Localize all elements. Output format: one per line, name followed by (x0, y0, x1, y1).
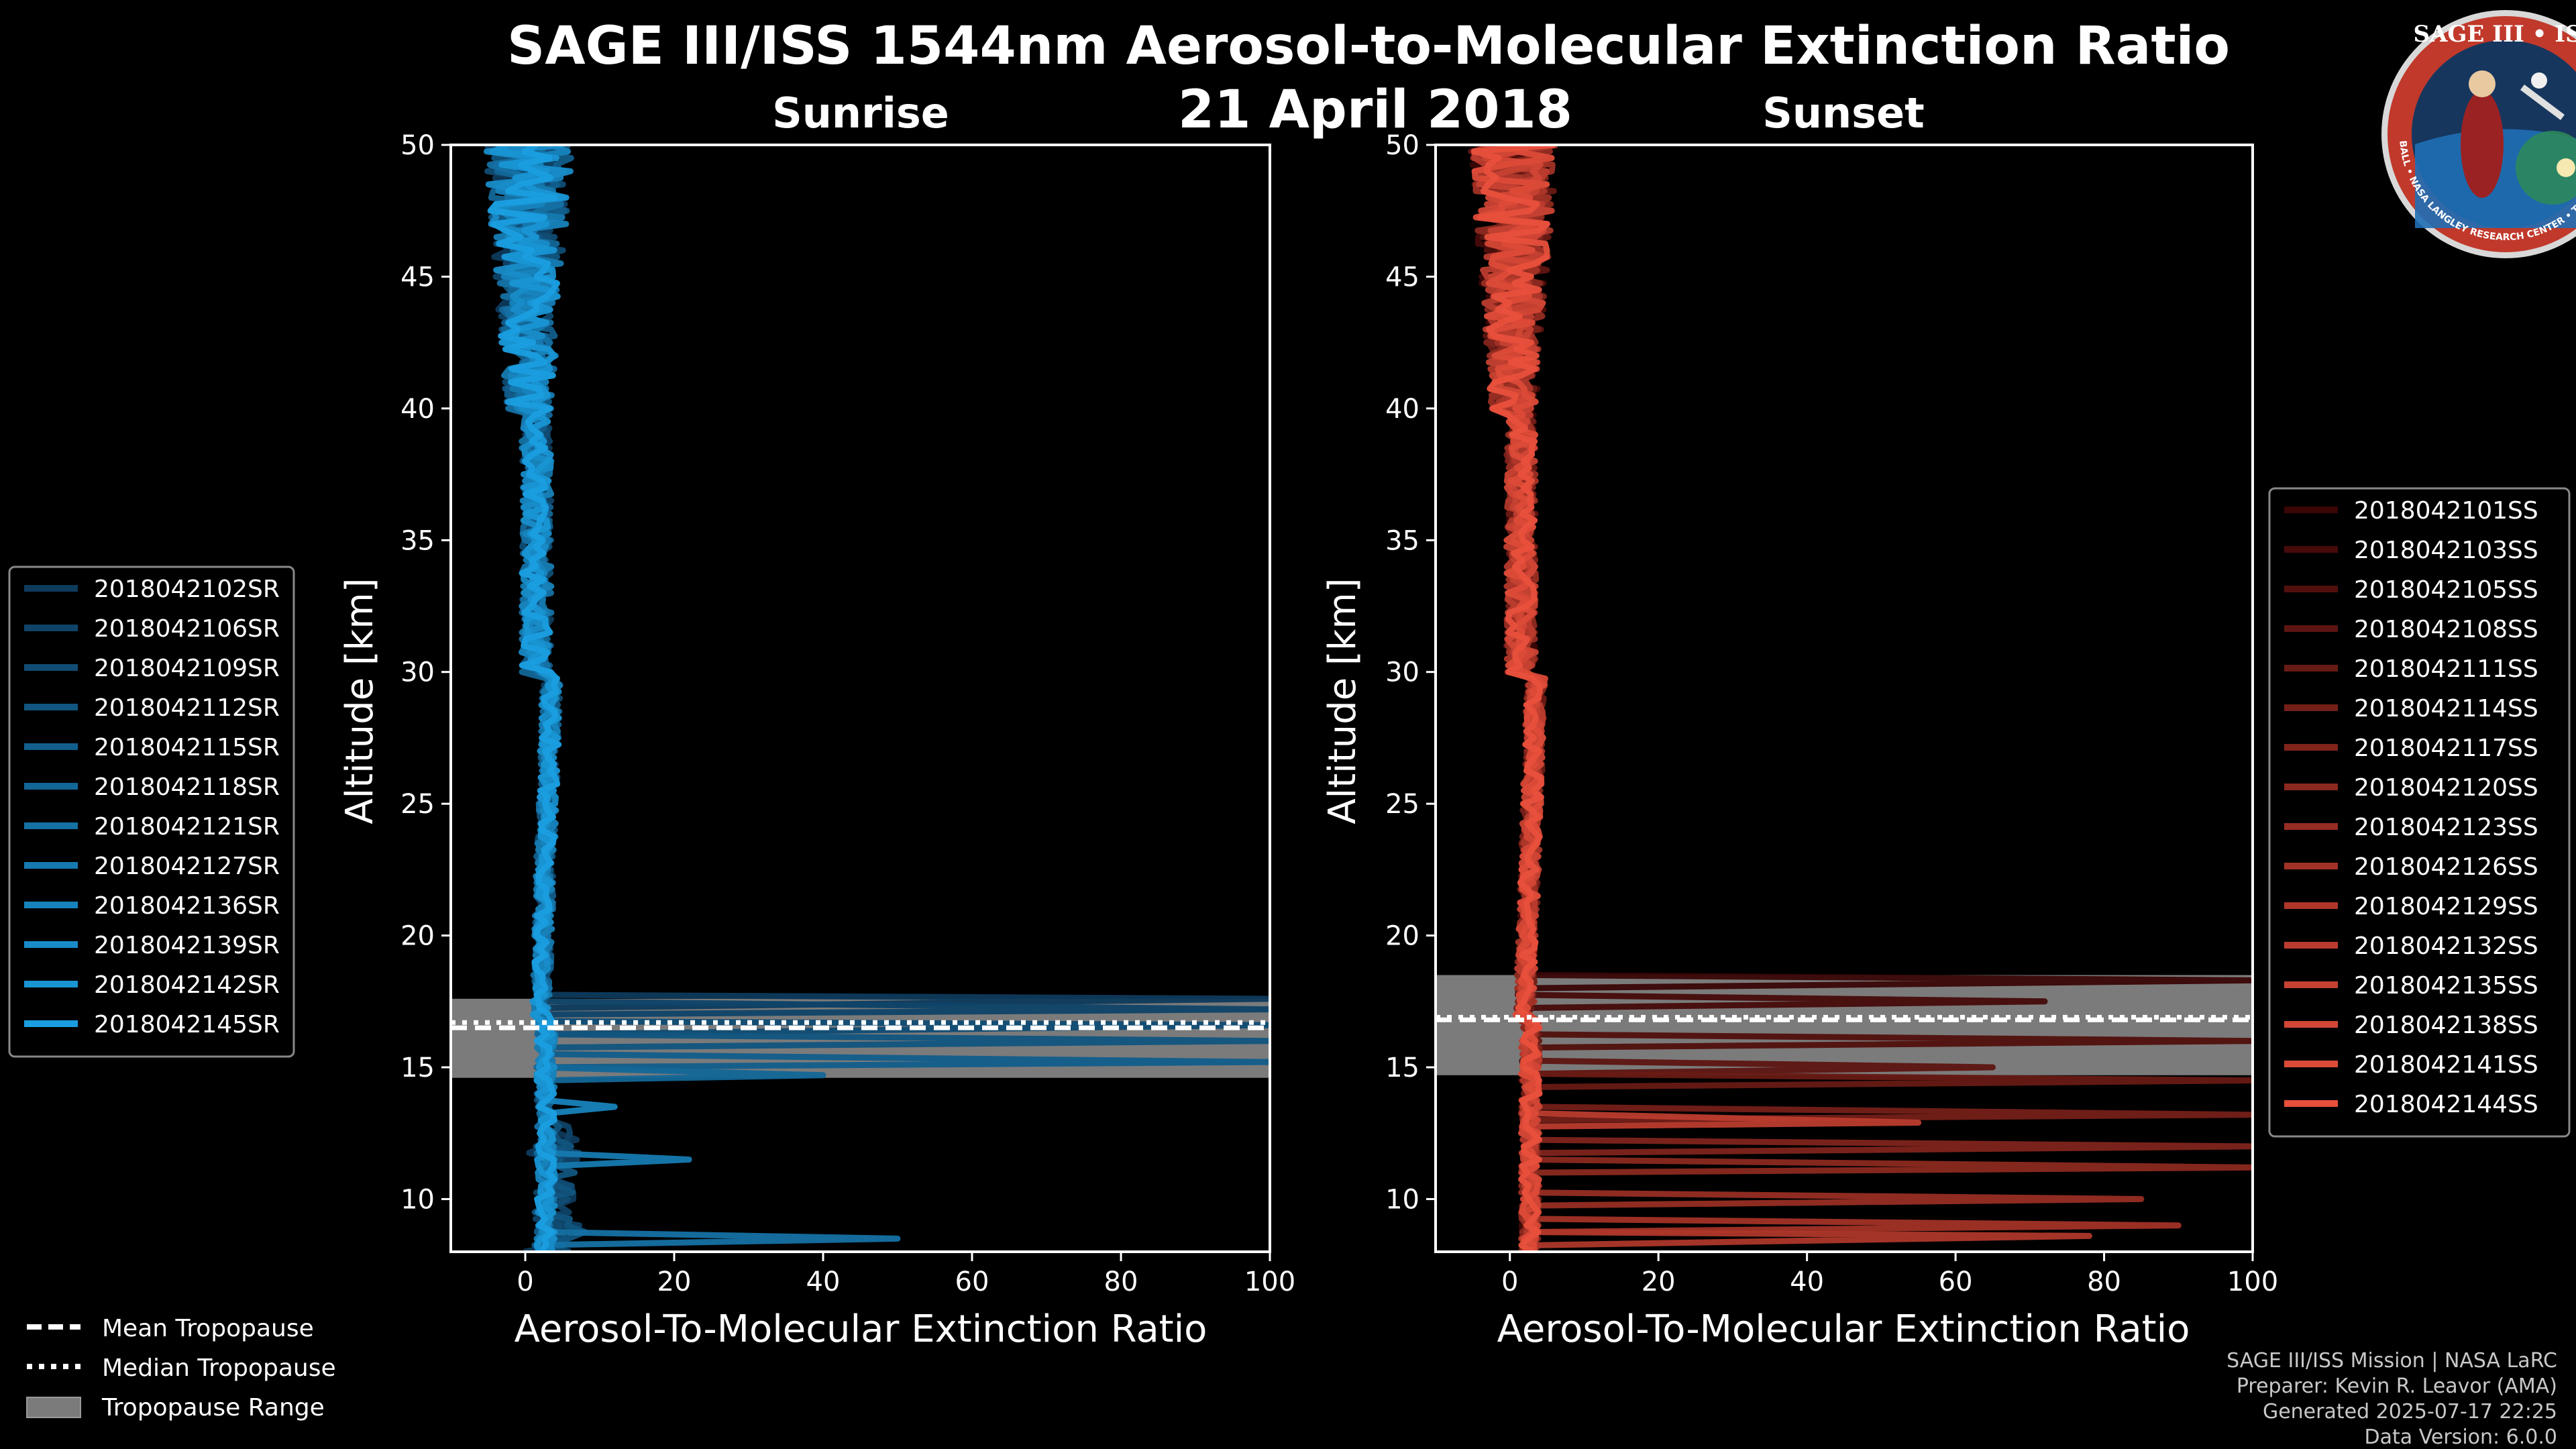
sunset-legend-label: 2018042123SS (2354, 814, 2538, 841)
sunset-legend-label: 2018042135SS (2354, 972, 2538, 1000)
sunrise-axes-frame (449, 144, 1271, 1253)
mean-tropopause-label: Mean Tropopause (102, 1315, 314, 1342)
sunrise-legend-label: 2018042136SR (94, 892, 280, 920)
sunset-xtick-label: 0 (1501, 1267, 1518, 1297)
sunset-profile-2018042138SS (1478, 145, 1548, 1252)
sunset-legend-label: 2018042114SS (2354, 695, 2538, 722)
sunset-legend-label: 2018042144SS (2354, 1091, 2538, 1118)
sunset-legend-frame (2268, 487, 2571, 1138)
sunset-ytick-label: 30 (1385, 657, 1419, 688)
sunset-xtick-label: 80 (2087, 1267, 2121, 1297)
sunset-ytick-label: 25 (1385, 789, 1419, 820)
sunset-plot-area: 0 20 40 60 80 100 10 15 20 25 30 35 40 45 50 (1385, 130, 2278, 1297)
sunrise-legend-label: 2018042145SR (94, 1011, 280, 1038)
sunset-ytick-label: 10 (1385, 1184, 1419, 1215)
sunrise-ylabel: Altitude [km] (338, 578, 382, 824)
sunrise-xlabel: Aerosol-To-Molecular Extinction Ratio (515, 1307, 1208, 1351)
sunrise-legend: 2018042102SR 2018042106SR 2018042109SR 2018… (8, 566, 295, 1058)
sunset-legend-label: 2018042103SS (2354, 537, 2538, 564)
sunrise-legend-label: 2018042112SR (94, 694, 280, 722)
sunset-legend-label: 2018042126SS (2354, 853, 2538, 881)
sunrise-ytick-label: 25 (400, 789, 435, 820)
sunrise-profile-2018042102SR (488, 145, 1270, 1252)
sunrise-legend-frame (8, 566, 295, 1058)
sunrise-ytick-label: 45 (400, 262, 435, 292)
sunset-xtick-label: 40 (1790, 1267, 1824, 1297)
footer-data-version: Data Version: 6.0.0 (2365, 1426, 2557, 1449)
sunset-legend-label: 2018042120SS (2354, 774, 2538, 802)
sunset-legend-label: 2018042108SS (2354, 616, 2538, 643)
sunset-xtick-label: 100 (2227, 1267, 2278, 1297)
sunrise-xtick-label: 0 (517, 1267, 533, 1297)
sunrise-profile-2018042115SR (488, 145, 1270, 1252)
tropopause-range-label: Tropopause Range (101, 1394, 325, 1421)
sunrise-profile-2018042106SR (484, 145, 1270, 1252)
sunset-profile-2018042111SS (1471, 145, 2253, 1252)
sunrise-panel-title: Sunrise (772, 89, 949, 138)
sunrise-profile-2018042109SR (484, 145, 1270, 1252)
satellite-icon (2520, 85, 2565, 120)
tropopause-range-swatch (26, 1397, 81, 1418)
sunrise-ytick-label: 50 (400, 130, 435, 161)
sunrise-profile-2018042145SR (487, 145, 562, 1252)
sunset-xlabel: Aerosol-To-Molecular Extinction Ratio (1497, 1307, 2190, 1351)
sunset-legend-label: 2018042105SS (2354, 576, 2538, 604)
sunrise-legend-label: 2018042106SR (94, 615, 280, 643)
sunrise-ytick-label: 15 (400, 1053, 435, 1083)
sunset-legend-label: 2018042138SS (2354, 1012, 2538, 1039)
sunrise-legend-label: 2018042139SR (94, 932, 280, 959)
sunrise-profile-2018042112SR (491, 145, 1270, 1252)
sunrise-xtick-label: 40 (806, 1267, 841, 1297)
tropopause-legend: Mean Tropopause Median Tropopause Tropop… (26, 1315, 336, 1421)
sunset-legend-label: 2018042129SS (2354, 893, 2538, 920)
sunrise-legend-label: 2018042127SR (94, 853, 280, 880)
sunrise-ytick-label: 35 (400, 525, 435, 556)
footer-generated: Generated 2025-07-17 22:25 (2263, 1400, 2557, 1424)
sunset-panel-title: Sunset (1762, 89, 1925, 138)
sunrise-ytick-label: 30 (400, 657, 435, 688)
sunrise-legend-label: 2018042109SR (94, 655, 280, 682)
sunset-legend-label: 2018042132SS (2354, 932, 2538, 960)
median-tropopause-label: Median Tropopause (102, 1354, 336, 1382)
sunset-ytick-label: 45 (1385, 262, 1419, 292)
sunrise-xtick-label: 100 (1244, 1267, 1295, 1297)
sunrise-xtick-label: 60 (955, 1267, 989, 1297)
sunset-panel: Sunset 0 20 40 60 80 100 10 15 20 25 30 35 40 45 50 Ae… (1321, 89, 2278, 1351)
footer-mission: SAGE III/ISS Mission | NASA LaRC (2226, 1349, 2557, 1373)
sunrise-plot-area: 0 20 40 60 80 100 10 15 20 25 30 35 40 45 50 (400, 130, 1295, 1297)
sunrise-ytick-label: 20 (400, 921, 435, 952)
sunrise-legend-label: 2018042142SR (94, 971, 280, 999)
sunrise-legend-label: 2018042121SR (94, 813, 280, 841)
sunset-ytick-label: 40 (1385, 394, 1419, 425)
sunset-ytick-label: 35 (1385, 525, 1419, 556)
sunset-ytick-label: 20 (1385, 921, 1419, 952)
sunrise-panel: Sunrise 0 20 40 60 80 100 10 15 20 25 30 35 40 45 50 A… (338, 89, 1295, 1351)
sunset-legend-label: 2018042111SS (2354, 655, 2538, 683)
sunset-legend-label: 2018042101SS (2354, 497, 2538, 525)
sage-iii-iss-logo: SAGE III • ISS BALL • NASA LANGLEY RESEA… (2381, 10, 2576, 258)
sunrise-xtick-label: 80 (1104, 1267, 1138, 1297)
sunrise-legend-label: 2018042118SR (94, 773, 280, 801)
sunset-legend: 2018042101SS 2018042103SS 2018042105SS 2018… (2268, 487, 2571, 1138)
sunset-legend-label: 2018042117SS (2354, 735, 2538, 762)
logo-top-text: SAGE III • ISS (2413, 21, 2576, 48)
sunset-legend-label: 2018042141SS (2354, 1051, 2538, 1079)
sunset-profile-2018042144SS (1470, 145, 1556, 1252)
sunset-ytick-label: 15 (1385, 1053, 1419, 1083)
sunset-xtick-label: 20 (1642, 1267, 1676, 1297)
sunrise-ytick-label: 40 (400, 394, 435, 425)
sunrise-xtick-label: 20 (657, 1267, 692, 1297)
sunset-ylabel: Altitude [km] (1321, 578, 1364, 824)
sunset-ytick-label: 50 (1385, 130, 1419, 161)
sunset-xtick-label: 60 (1939, 1267, 1973, 1297)
footer-preparer: Preparer: Kevin R. Leavor (AMA) (2237, 1375, 2557, 1398)
date-title: 21 April 2018 (1178, 80, 1572, 140)
sunset-axes-frame (1434, 144, 2254, 1253)
main-title: SAGE III/ISS 1544nm Aerosol-to-Molecular… (507, 16, 2230, 76)
sunrise-ytick-label: 10 (400, 1184, 435, 1215)
sunrise-legend-label: 2018042102SR (94, 576, 280, 603)
footer-credits: SAGE III/ISS Mission | NASA LaRC Prepare… (2226, 1349, 2557, 1449)
sunrise-legend-label: 2018042115SR (94, 734, 280, 761)
